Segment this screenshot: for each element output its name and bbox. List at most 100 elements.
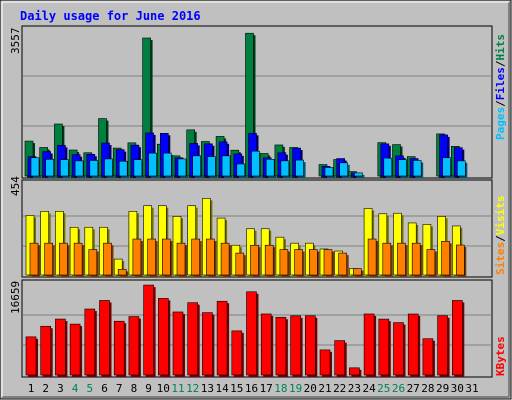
bar-kbytes-day-8 <box>128 316 140 376</box>
bar-sites-day-29 <box>441 240 450 276</box>
bar-sites-day-2 <box>44 242 54 276</box>
x-tick-label-30: 30 <box>451 382 464 395</box>
bar-kbytes-day-28 <box>422 338 434 376</box>
bar-pages-day-14 <box>221 155 231 177</box>
bar-sites-day-19 <box>294 249 303 276</box>
bar-sites-day-3 <box>59 242 68 276</box>
bar-kbytes-day-14 <box>216 300 228 376</box>
bar-pages-day-25 <box>383 157 393 177</box>
bar-sites-day-11 <box>176 242 186 276</box>
bar-kbytes-day-23 <box>349 367 360 376</box>
bar-kbytes-day-4 <box>69 323 81 376</box>
bar-sites-day-9 <box>147 238 156 276</box>
x-tick-label-27: 27 <box>407 382 420 395</box>
panel2-ymax-label: 454 <box>9 176 22 196</box>
x-tick-label-20: 20 <box>304 382 317 395</box>
x-tick-label-25: 25 <box>377 382 390 395</box>
bar-pages-day-2 <box>45 159 55 177</box>
x-tick-label-28: 28 <box>421 382 434 395</box>
bar-sites-day-17 <box>264 244 274 276</box>
legend-pages: Pages <box>494 107 507 140</box>
bar-pages-day-18 <box>280 160 290 177</box>
bar-kbytes-day-19 <box>290 315 301 376</box>
bar-sites-day-6 <box>103 242 112 276</box>
x-tick-label-1: 1 <box>28 382 35 395</box>
x-tick-label-4: 4 <box>72 382 79 395</box>
x-tick-label-6: 6 <box>101 382 108 395</box>
bar-sites-day-8 <box>132 238 142 276</box>
bar-kbytes-day-17 <box>260 313 272 376</box>
bar-pages-day-9 <box>148 152 157 177</box>
bar-sites-day-25 <box>382 242 392 276</box>
panel1-ymax-label: 3557 <box>9 28 22 55</box>
bar-kbytes-day-21 <box>319 349 331 376</box>
x-tick-label-21: 21 <box>318 382 331 395</box>
x-tick-label-9: 9 <box>145 382 152 395</box>
bar-pages-day-8 <box>133 159 143 177</box>
x-tick-label-12: 12 <box>186 382 199 395</box>
bar-kbytes-day-13 <box>202 312 213 376</box>
legend-hits: Hits <box>494 34 507 61</box>
bar-sites-day-16 <box>250 244 259 276</box>
bar-kbytes-day-10 <box>158 298 169 376</box>
bar-sites-day-4 <box>73 242 83 276</box>
bar-pages-day-30 <box>456 160 466 177</box>
x-tick-label-17: 17 <box>260 382 273 395</box>
bar-kbytes-day-2 <box>40 325 52 376</box>
x-tick-label-13: 13 <box>201 382 214 395</box>
x-tick-label-7: 7 <box>116 382 123 395</box>
legend-kbytes: KBytes <box>494 336 507 376</box>
legend-panel1: Pages/Files/Hits <box>494 34 507 140</box>
bar-kbytes-day-1 <box>25 336 37 376</box>
x-tick-label-3: 3 <box>57 382 64 395</box>
bar-sites-day-7 <box>117 269 127 276</box>
bar-sites-day-20 <box>308 249 318 276</box>
bar-pages-day-6 <box>104 158 113 177</box>
bar-kbytes-day-3 <box>55 318 66 376</box>
x-tick-label-24: 24 <box>362 382 376 395</box>
bar-pages-day-3 <box>60 159 69 177</box>
bar-sites-day-21 <box>323 249 333 276</box>
bar-kbytes-day-24 <box>363 313 375 376</box>
bar-pages-day-23 <box>354 172 363 177</box>
bar-sites-day-14 <box>220 242 230 276</box>
bar-sites-day-30 <box>455 244 465 276</box>
bar-kbytes-day-5 <box>84 308 96 376</box>
bar-sites-day-24 <box>367 238 377 276</box>
bar-kbytes-day-9 <box>143 284 154 376</box>
bar-pages-day-16 <box>251 150 260 177</box>
x-tick-label-8: 8 <box>131 382 138 395</box>
bar-sites-day-28 <box>426 249 436 276</box>
bar-kbytes-day-12 <box>187 302 198 376</box>
bar-sites-day-23 <box>353 268 362 276</box>
bar-sites-day-22 <box>338 252 348 276</box>
bar-kbytes-day-30 <box>451 300 463 376</box>
bar-kbytes-day-25 <box>378 318 390 376</box>
legend-files: Files <box>494 67 507 100</box>
legend-panel2: Sites/Visits <box>494 196 507 276</box>
x-tick-label-19: 19 <box>289 382 302 395</box>
bar-sites-day-18 <box>279 249 289 276</box>
bar-pages-day-4 <box>74 160 84 177</box>
x-tick-label-29: 29 <box>436 382 449 395</box>
bar-sites-day-15 <box>235 252 245 276</box>
x-tick-label-31: 31 <box>465 382 478 395</box>
x-tick-label-2: 2 <box>42 382 49 395</box>
bar-pages-day-19 <box>295 159 304 177</box>
x-tick-label-23: 23 <box>348 382 361 395</box>
bar-kbytes-day-27 <box>407 313 419 376</box>
x-tick-label-15: 15 <box>230 382 243 395</box>
bar-kbytes-day-7 <box>113 320 125 376</box>
bar-sites-day-5 <box>88 249 98 276</box>
bar-sites-day-13 <box>206 238 215 276</box>
bar-sites-day-27 <box>411 242 421 276</box>
bar-pages-day-11 <box>177 158 187 177</box>
legend-visits: Visits <box>494 196 507 236</box>
x-tick-label-5: 5 <box>86 382 93 395</box>
bar-pages-day-17 <box>265 159 275 177</box>
chart-title: Daily usage for June 2016 <box>20 9 201 23</box>
bar-kbytes-day-18 <box>275 316 287 376</box>
bar-sites-day-26 <box>397 242 406 276</box>
bar-pages-day-13 <box>207 156 216 177</box>
